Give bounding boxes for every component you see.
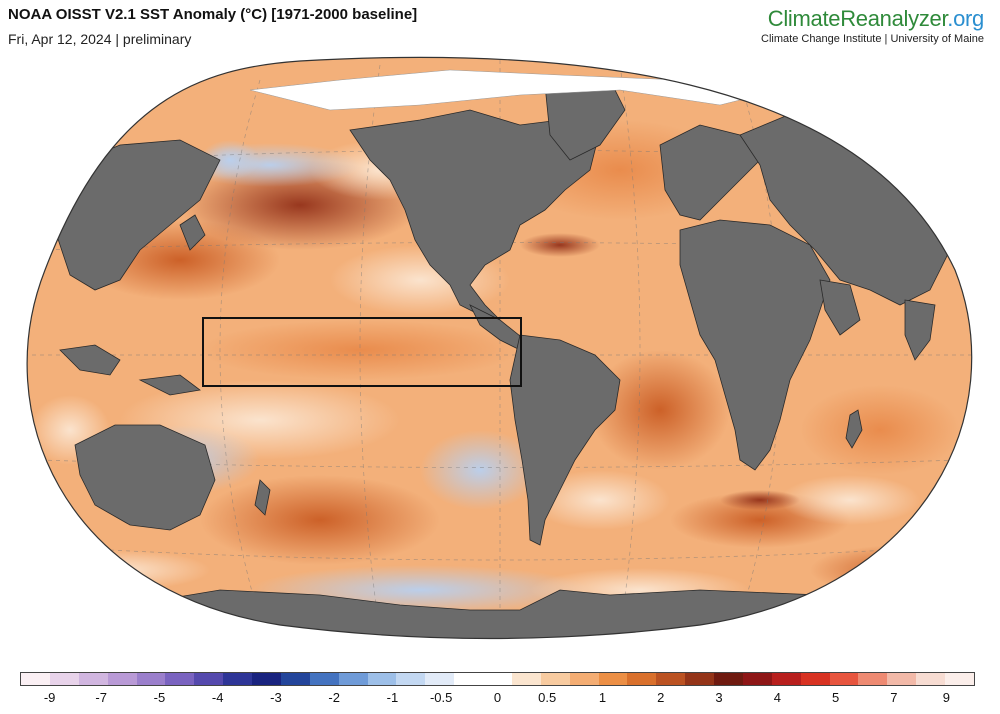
map-date-subtitle: Fri, Apr 12, 2024 | preliminary [8,31,192,47]
colorbar-swatch [425,673,455,685]
colorbar-tick-label: -4 [211,690,224,705]
nino-box [202,317,522,387]
colorbar-swatch [483,673,512,685]
colorbar-tick-label: 4 [773,690,781,705]
colorbar-swatch [945,673,974,685]
land-east-asia [54,139,221,291]
land-australia [74,424,216,531]
land-new-guinea [138,374,201,396]
land-madagascar [845,409,863,449]
colorbar-swatch [771,673,801,685]
brand-logo[interactable]: ClimateReanalyzer.org Climate Change Ins… [761,6,984,45]
land-india [904,299,936,361]
colorbar-swatch [858,673,888,685]
colorbar-swatch [627,673,657,685]
colorbar-tick-label: 0.5 [538,690,557,705]
sst-anomaly-map [26,56,973,640]
colorbar-swatch [714,673,743,685]
land-europe [659,124,761,221]
land-south-america [509,334,621,546]
land-new-zealand [254,479,271,516]
colorbar-swatch [107,673,137,685]
colorbar-swatch [338,673,368,685]
colorbar-swatch [800,673,830,685]
brand-affiliation: Climate Change Institute | University of… [761,33,984,45]
colorbar-swatch [280,673,310,685]
land-se-asia [59,344,121,376]
colorbar-swatch [367,673,397,685]
colorbar-tick-label: 3 [715,690,723,705]
colorbar-tick-label: 1 [598,690,607,705]
brand-name-tld: .org [947,6,984,31]
colorbar-swatch [165,673,195,685]
colorbar-swatch [916,673,945,685]
colorbar-swatch [223,673,252,685]
colorbar-tick-label: -9 [43,690,56,705]
colorbar-swatch [309,673,339,685]
colorbar-tick-labels: -9 -7 -5 -4 -3 -2 -1 -0.5 0 0.5 1 2 3 4 5 7 9 [20,690,975,710]
brand-name-main: ClimateReanalyzer [767,6,948,31]
globe [27,57,972,639]
colorbar-tick-label: -1 [386,690,399,705]
colorbar-tick-label: -2 [328,690,340,705]
colorbar-swatch [194,673,224,685]
colorbar-tick-label: -0.5 [429,690,453,705]
colorbar-swatch [78,673,108,685]
colorbar-tick-label: -5 [153,690,166,705]
colorbar-swatch [540,673,570,685]
colorbar-tick-label: 9 [942,690,950,705]
colorbar-tick-label: -7 [95,690,107,705]
colorbar-swatch [454,673,483,685]
colorbar-swatch [569,673,599,685]
colorbar-swatch [598,673,628,685]
colorbar-swatch [396,673,426,685]
colorbar-swatch [829,673,859,685]
colorbar-tick-label: 2 [657,690,665,705]
colorbar-swatch [887,673,917,685]
land-arabia [819,279,861,336]
colorbar-swatch [656,673,686,685]
colorbar-swatch [136,673,166,685]
colorbar-swatch [685,673,714,685]
land-japan [179,214,206,251]
colorbar-swatch [21,673,50,685]
globe-outline [26,56,973,640]
colorbar-swatch [742,673,772,685]
map-title: NOAA OISST V2.1 SST Anomaly (°C) [1971-2… [8,6,418,23]
colorbar-tick-label: 7 [890,690,898,705]
colorbar-tick-label: 5 [831,690,840,705]
colorbar-swatch [49,673,79,685]
anomaly-colorbar [20,672,975,686]
colorbar-swatch [511,673,541,685]
colorbar-swatch [252,673,281,685]
colorbar-tick-label: -3 [270,690,282,705]
colorbar-tick-label: 0 [493,690,502,705]
